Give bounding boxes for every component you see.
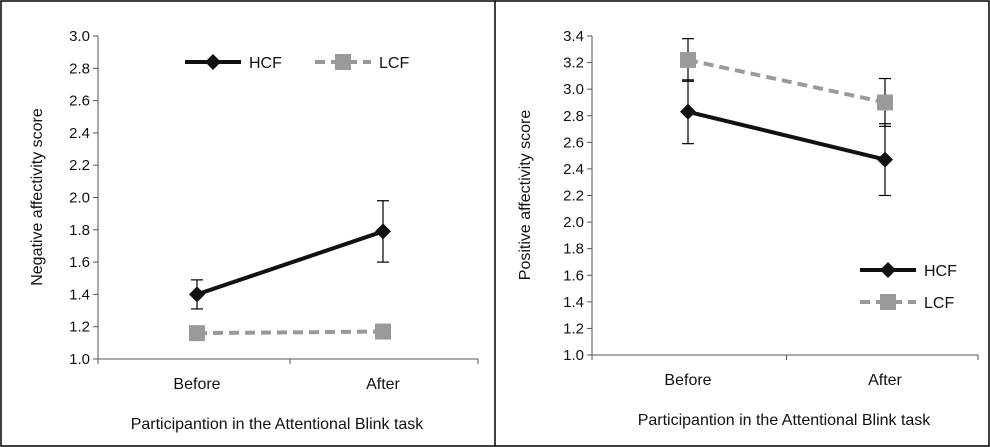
y-tick-label: 1.6: [69, 254, 90, 271]
x-ticks-right: Before After: [591, 355, 979, 389]
x-tick-label: After: [366, 376, 400, 393]
y-axis-title-right: Positive affectivity score: [517, 110, 534, 281]
y-tick-label: 2.2: [563, 188, 584, 205]
legend-label-hcf: HCF: [249, 55, 282, 72]
y-tick-label: 1.0: [563, 347, 584, 364]
y-tick-label: 3.4: [563, 28, 584, 45]
x-ticks-left: Before After: [97, 359, 479, 393]
y-axis-title-left: Negative affectivity score: [29, 108, 46, 286]
data-point-hcf: [680, 103, 696, 120]
legend-left: HCF LCF: [185, 54, 409, 72]
data-point-lcf: [877, 94, 893, 111]
y-tick-label: 2.8: [69, 60, 90, 77]
legend-label-hcf: HCF: [924, 263, 957, 280]
data-point-lcf: [375, 323, 391, 340]
y-tick-label: 3.2: [563, 55, 584, 72]
x-tick-label: Before: [664, 372, 711, 389]
legend-marker-hcf: [880, 262, 896, 278]
y-tick-label: 2.4: [563, 161, 584, 178]
series-line-hcf: [687, 109, 886, 162]
data-point-lcf: [680, 51, 696, 68]
y-tick-label: 2.2: [69, 157, 90, 174]
series-marks-left: [189, 200, 391, 342]
y-tick-label: 2.8: [563, 108, 584, 125]
y-tick-label: 2.6: [69, 93, 90, 110]
y-tick-label: 1.2: [69, 319, 90, 336]
legend-marker-lcf: [880, 294, 896, 310]
series-line-hcf: [196, 229, 384, 297]
x-tick-label: After: [868, 372, 902, 389]
x-axis-title-right: Participantion in the Attentional Blink …: [638, 412, 932, 429]
data-point-hcf: [877, 151, 893, 168]
y-tick-label: 2.0: [69, 190, 90, 207]
series-marks-right: [680, 38, 893, 197]
y-tick-label: 1.8: [69, 222, 90, 239]
data-point-lcf: [189, 325, 205, 342]
y-tick-label: 3.0: [69, 28, 90, 45]
y-tick-label: 1.2: [563, 320, 584, 337]
legend-right: HCF LCF: [860, 262, 957, 312]
y-tick-label: 1.4: [69, 286, 90, 303]
legend-label-lcf: LCF: [379, 55, 409, 72]
y-tick-label: 3.0: [563, 81, 584, 98]
series-line-lcf: [687, 57, 886, 105]
y-tick-label: 1.0: [69, 351, 90, 368]
y-tick-label: 2.6: [563, 134, 584, 151]
y-ticks-left: 1.0 1.2 1.4 1.6 1.8 2.0 2.2 2.4 2.6 2.8 3.0: [69, 28, 98, 368]
data-point-hcf: [375, 223, 391, 240]
panel-positive-affectivity: Positive affectivity score Participantio…: [517, 28, 979, 429]
y-ticks-right: 1.0 1.2 1.4 1.6 1.8 2.0 2.2 2.4 2.6 2.8 3.0 3.2 3.4: [563, 28, 592, 364]
x-tick-label: Before: [173, 376, 220, 393]
panel-negative-affectivity: Negative affectivity score Participantio…: [29, 28, 479, 433]
y-tick-label: 1.8: [563, 241, 584, 258]
x-axis-title-left: Participantion in the Attentional Blink …: [131, 416, 425, 433]
y-tick-label: 2.0: [563, 214, 584, 231]
y-tick-label: 1.6: [563, 267, 584, 284]
y-tick-label: 1.4: [563, 294, 584, 311]
legend-label-lcf: LCF: [924, 295, 954, 312]
legend-marker-lcf: [335, 54, 351, 70]
y-tick-label: 2.4: [69, 125, 90, 142]
legend-marker-hcf: [205, 54, 221, 70]
data-point-hcf: [189, 286, 205, 303]
